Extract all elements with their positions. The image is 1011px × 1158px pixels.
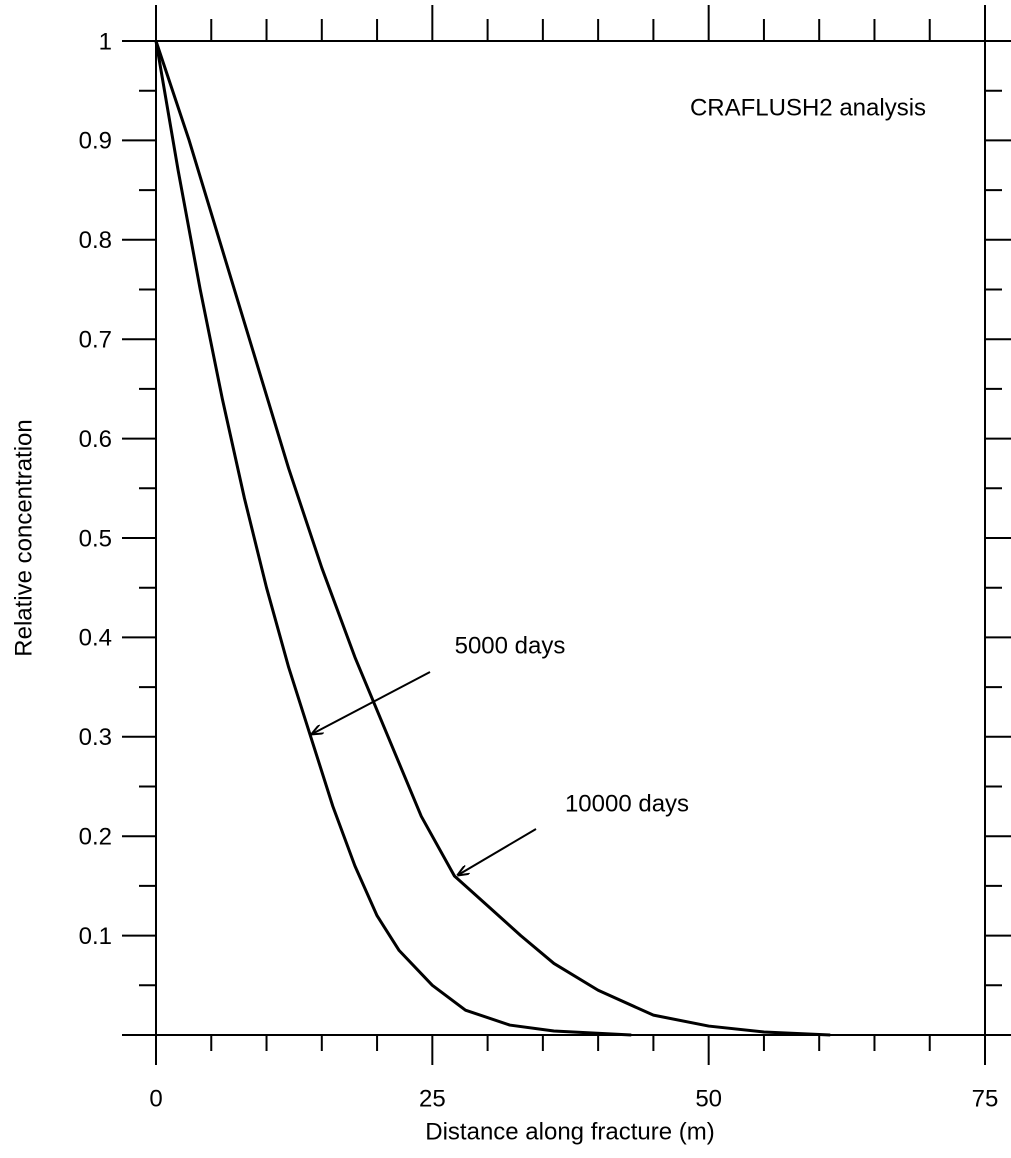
x-tick-label: 50 — [695, 1085, 722, 1112]
axes-frame — [122, 5, 1011, 1065]
x-tick-label: 0 — [149, 1085, 162, 1112]
x-tick-label: 25 — [419, 1085, 446, 1112]
arrow — [312, 671, 431, 734]
annotation: CRAFLUSH2 analysis — [690, 94, 926, 121]
y-axis-label: Relative concentration — [10, 419, 37, 656]
arrow — [458, 828, 537, 875]
y-tick-label: 0.5 — [79, 525, 112, 552]
y-tick-label: 0.8 — [79, 227, 112, 254]
y-tick-label: 0.2 — [79, 824, 112, 851]
y-tick-label: 0.9 — [79, 128, 112, 155]
annotation: 10000 days — [565, 790, 689, 817]
y-tick-label: 1 — [99, 28, 112, 55]
line-series — [154, 40, 831, 1037]
y-tick-label: 0.3 — [79, 724, 112, 751]
x-axis-label: Distance along fracture (m) — [425, 1118, 714, 1145]
y-tick-label: 0.6 — [79, 426, 112, 453]
x-tick-label: 75 — [972, 1085, 999, 1112]
annotation: 5000 days — [455, 632, 566, 659]
line-series — [154, 40, 632, 1037]
y-tick-label: 0.1 — [79, 923, 112, 950]
y-tick-label: 0.7 — [79, 327, 112, 354]
y-tick-label: 0.4 — [79, 625, 112, 652]
